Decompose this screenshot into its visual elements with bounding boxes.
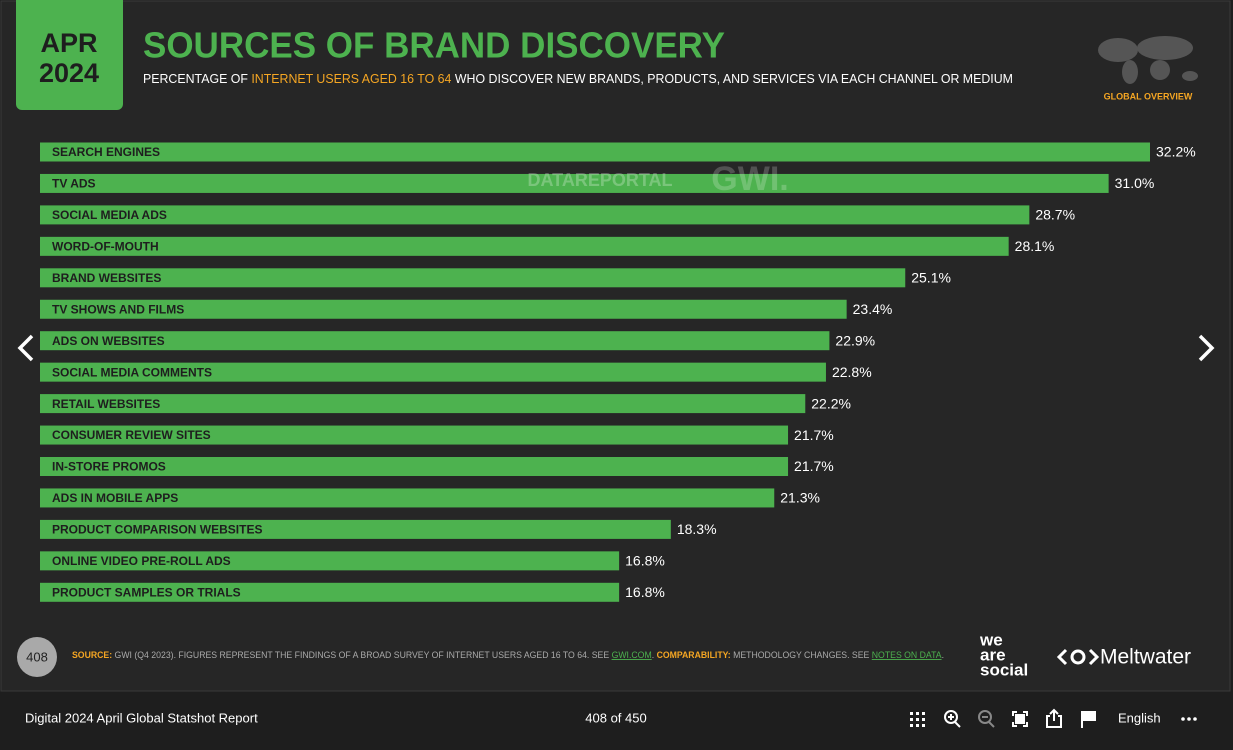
bar bbox=[40, 425, 789, 445]
category-label: TV SHOWS AND FILMS bbox=[52, 302, 184, 316]
next-arrow[interactable] bbox=[1198, 334, 1215, 362]
value-label: 28.7% bbox=[1035, 207, 1075, 223]
category-label: RETAIL WEBSITES bbox=[52, 397, 160, 411]
meltwater-icon bbox=[1056, 648, 1100, 666]
logo-text: Meltwater bbox=[1100, 646, 1191, 669]
category-label: ADS ON WEBSITES bbox=[52, 334, 165, 348]
category-label: CONSUMER REVIEW SITES bbox=[52, 428, 211, 442]
bar bbox=[40, 205, 1030, 225]
category-label: PRODUCT SAMPLES OR TRIALS bbox=[52, 585, 241, 599]
bar bbox=[40, 488, 775, 508]
badge-month: APR bbox=[40, 28, 97, 58]
bar bbox=[40, 582, 620, 602]
value-label: 32.2% bbox=[1156, 144, 1196, 160]
category-label: SOCIAL MEDIA COMMENTS bbox=[52, 365, 212, 379]
bar bbox=[40, 236, 1009, 256]
footnote-link[interactable]: GWI.COM bbox=[612, 650, 652, 660]
page-indicator: 408 of 450 bbox=[585, 710, 646, 725]
share-icon[interactable] bbox=[1046, 708, 1062, 728]
value-label: 21.3% bbox=[780, 490, 820, 506]
bar bbox=[40, 551, 620, 571]
category-label: SOCIAL MEDIA ADS bbox=[52, 208, 167, 222]
subtitle-part: PERCENTAGE OF bbox=[143, 71, 251, 86]
category-label: IN-STORE PROMOS bbox=[52, 460, 166, 474]
bar bbox=[40, 394, 806, 414]
slide-number-badge bbox=[17, 637, 57, 677]
slide-number: 408 bbox=[26, 649, 48, 664]
region-label: GLOBAL OVERVIEW bbox=[1104, 91, 1193, 101]
logo-text: we bbox=[979, 630, 1003, 649]
bar bbox=[40, 299, 847, 319]
date-badge bbox=[16, 0, 123, 110]
footnote-label: COMPARABILITY: bbox=[657, 650, 731, 660]
bar bbox=[40, 457, 789, 476]
footnote-text: GWI (Q4 2023). FIGURES REPRESENT THE FIN… bbox=[112, 650, 611, 660]
value-label: 16.8% bbox=[625, 553, 665, 569]
language[interactable]: English bbox=[1118, 710, 1161, 725]
footnote-text: . bbox=[652, 650, 657, 660]
bar bbox=[40, 142, 1150, 162]
bar bbox=[40, 173, 1109, 193]
chart-subtitle: PERCENTAGE OF INTERNET USERS AGED 16 TO … bbox=[143, 71, 1013, 86]
subtitle-part: WHO DISCOVER NEW BRANDS, PRODUCTS, AND S… bbox=[451, 71, 1013, 86]
grid-icon[interactable] bbox=[910, 712, 925, 727]
subtitle-highlight: INTERNET USERS AGED 16 TO 64 bbox=[251, 71, 451, 86]
footnote-link[interactable]: NOTES ON DATA bbox=[872, 650, 942, 660]
toolbar bbox=[0, 695, 1233, 745]
value-label: 21.7% bbox=[794, 458, 834, 474]
bar bbox=[40, 268, 906, 288]
fullscreen-icon[interactable] bbox=[1012, 711, 1028, 727]
bar bbox=[40, 331, 830, 351]
zoom-in-icon[interactable] bbox=[944, 710, 961, 728]
footnote-label: SOURCE: bbox=[72, 650, 112, 660]
category-label: TV ADS bbox=[52, 177, 96, 191]
category-label: ONLINE VIDEO PRE-ROLL ADS bbox=[52, 554, 231, 568]
watermark: DATAREPORTAL bbox=[528, 170, 673, 190]
watermark: GWI. bbox=[711, 160, 788, 198]
category-label: BRAND WEBSITES bbox=[52, 271, 161, 285]
report-title: Digital 2024 April Global Statshot Repor… bbox=[25, 710, 258, 725]
category-label: WORD-OF-MOUTH bbox=[52, 240, 159, 254]
value-label: 25.1% bbox=[911, 270, 951, 286]
bar bbox=[40, 362, 826, 382]
footnote-text: . bbox=[942, 650, 944, 660]
flag-icon[interactable] bbox=[1081, 711, 1096, 728]
logo-text: social bbox=[980, 660, 1028, 679]
bar-chart: SEARCH ENGINES 32.2% TV ADS 31.0% SOCIAL MED… bbox=[40, 142, 1196, 602]
badge-year: 2024 bbox=[39, 58, 99, 88]
value-label: 22.2% bbox=[811, 395, 851, 411]
value-label: 21.7% bbox=[794, 427, 834, 443]
logo-text: are bbox=[980, 645, 1006, 664]
more-icon[interactable] bbox=[1181, 717, 1197, 721]
footnote: SOURCE: GWI (Q4 2023). FIGURES REPRESENT… bbox=[72, 650, 944, 660]
prev-arrow[interactable] bbox=[17, 334, 34, 362]
category-label: SEARCH ENGINES bbox=[52, 145, 160, 159]
category-label: PRODUCT COMPARISON WEBSITES bbox=[52, 523, 262, 537]
value-label: 28.1% bbox=[1015, 238, 1055, 254]
chart-title: SOURCES OF BRAND DISCOVERY bbox=[143, 25, 725, 66]
bar bbox=[40, 519, 671, 539]
category-label: ADS IN MOBILE APPS bbox=[52, 491, 178, 505]
world-map bbox=[1098, 36, 1198, 84]
zoom-out-icon[interactable] bbox=[978, 710, 995, 728]
footnote-text: METHODOLOGY CHANGES. SEE bbox=[731, 650, 872, 660]
value-label: 31.0% bbox=[1115, 175, 1155, 191]
value-label: 18.3% bbox=[677, 521, 717, 537]
value-label: 22.9% bbox=[835, 332, 875, 348]
value-label: 16.8% bbox=[625, 584, 665, 600]
value-label: 22.8% bbox=[832, 364, 872, 380]
value-label: 23.4% bbox=[853, 301, 893, 317]
